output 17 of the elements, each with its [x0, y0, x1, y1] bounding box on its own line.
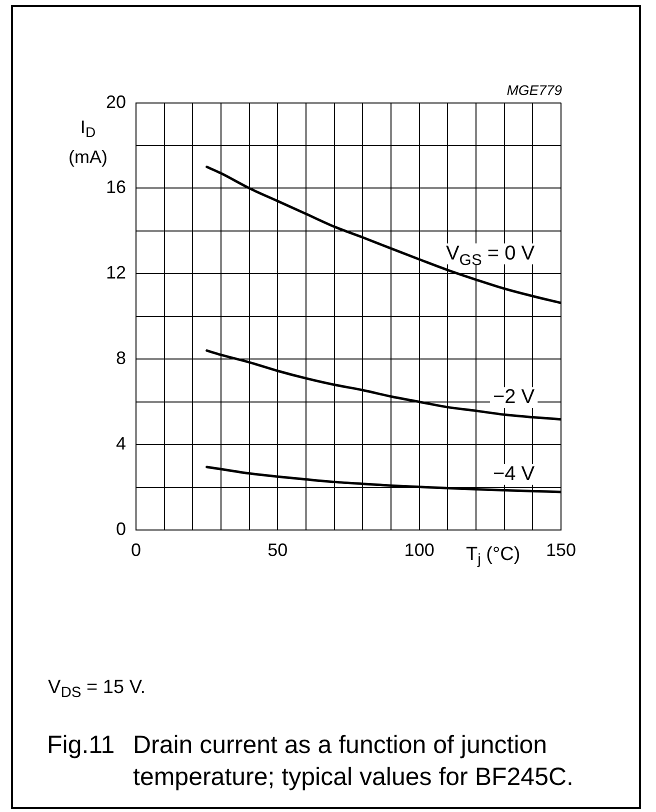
text: MGE779: [506, 82, 562, 98]
x-tick-label: 150: [546, 540, 576, 560]
x-tick-label: 100: [404, 540, 434, 560]
series-label: −2 V: [492, 386, 536, 408]
text: Fig.11 Drain current as a function of junction temperature; typical values for BF245C.: [47, 730, 574, 791]
y-tick-label: 8: [116, 348, 126, 368]
text: V$_{DS}$ = 15 V.: [48, 677, 146, 702]
x-tick-label: 0: [130, 540, 142, 560]
x-axis-title: T$_{j}$ (°C): [466, 544, 520, 568]
y-tick-label: 12: [106, 262, 126, 283]
y-tick-label: 4: [116, 434, 126, 454]
y-axis-title: I$_{D}$ (mA): [68, 116, 108, 169]
y-tick-label: 0: [116, 518, 126, 539]
y-tick-label: 16: [106, 177, 126, 198]
y-tick-label: 20: [106, 92, 126, 112]
x-tick-label: 50: [268, 540, 288, 560]
series-label: −4 V: [492, 462, 536, 485]
